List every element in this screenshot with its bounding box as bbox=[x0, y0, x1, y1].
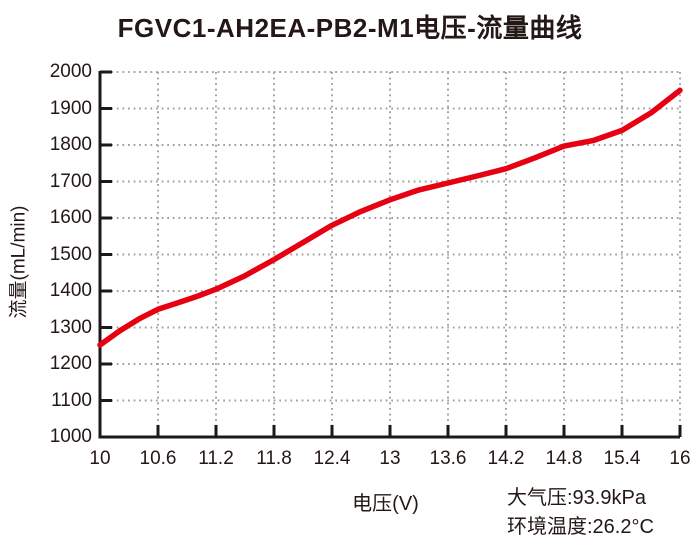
x-tick-label: 10.6 bbox=[139, 448, 177, 469]
x-tick-label: 10 bbox=[89, 448, 111, 469]
y-tick-label: 1800 bbox=[49, 134, 92, 155]
y-tick-label: 1000 bbox=[49, 426, 92, 447]
x-tick-label: 13.6 bbox=[429, 448, 467, 469]
y-tick-label: 1100 bbox=[51, 389, 92, 411]
x-tick-label: 11.2 bbox=[198, 448, 234, 469]
y-tick-label: 1900 bbox=[49, 97, 92, 119]
x-tick-label: 12.4 bbox=[313, 448, 351, 469]
ambient-temperature-label: 环境温度:26.2°C bbox=[507, 516, 654, 538]
chart-title: FGVC1-AH2EA-PB2-M1电压-流量曲线 bbox=[117, 13, 583, 43]
y-tick-label: 1300 bbox=[49, 316, 92, 338]
y-tick-label: 1600 bbox=[49, 207, 92, 228]
atmospheric-pressure-label: 大气压:93.9kPa bbox=[507, 487, 646, 509]
x-tick-label: 15.4 bbox=[603, 448, 641, 469]
x-tick-label: 14.8 bbox=[545, 448, 583, 469]
test-conditions: 大气压:93.9kPa 环境温度:26.2°C bbox=[507, 484, 654, 542]
y-tick-label: 1200 bbox=[49, 353, 92, 374]
x-tick-label: 13 bbox=[379, 448, 401, 469]
x-axis-title: 电压(V) bbox=[352, 493, 419, 515]
x-tick-label: 16 bbox=[669, 448, 691, 469]
y-tick-label: 1400 bbox=[49, 280, 92, 301]
y-tick-label: 1700 bbox=[49, 170, 92, 192]
x-tick-label: 11.8 bbox=[256, 448, 292, 469]
y-tick-label: 1500 bbox=[49, 243, 92, 265]
x-tick-label: 14.2 bbox=[487, 448, 525, 469]
y-tick-label: 2000 bbox=[49, 61, 92, 82]
